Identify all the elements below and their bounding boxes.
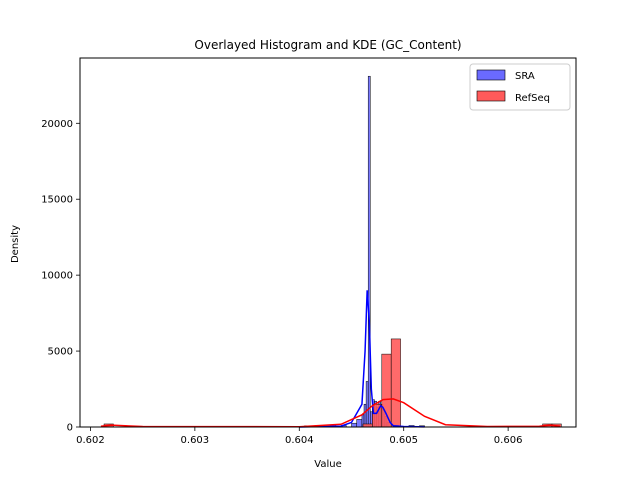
y-tick-label: 15000 [41, 195, 73, 206]
y-tick-label: 0 [67, 423, 73, 434]
sra-bar [365, 381, 369, 428]
sra-bar [363, 403, 367, 428]
sra-kde-line [299, 290, 425, 428]
refseq-bars [103, 338, 562, 428]
legend-swatch-sra [476, 69, 506, 81]
x-tick-label: 0.602 [76, 435, 105, 446]
x-tick-label: 0.606 [494, 435, 523, 446]
legend: SRA RefSeq [469, 63, 571, 111]
x-tick-label: 0.604 [285, 435, 314, 446]
x-axis-label: Value [314, 459, 341, 470]
x-axis: 0.602 0.603 0.604 0.605 0.606 [76, 427, 522, 446]
sra-bar [356, 419, 363, 428]
plot-area [100, 75, 562, 428]
sra-bars [304, 75, 425, 428]
refseq-bar [390, 338, 401, 428]
axes-frame [79, 57, 577, 428]
legend-label-refseq: RefSeq [515, 93, 550, 104]
y-tick-label: 10000 [41, 271, 73, 282]
legend-swatch-refseq [476, 90, 506, 102]
y-tick-label: 20000 [41, 119, 73, 130]
sra-bar [367, 75, 371, 428]
chart-title: Overlayed Histogram and KDE (GC_Content) [194, 38, 461, 52]
x-tick-label: 0.605 [389, 435, 418, 446]
x-tick-label: 0.603 [181, 435, 210, 446]
legend-label-sra: SRA [515, 71, 535, 82]
sra-bar [351, 422, 357, 428]
y-axis: 0 5000 10000 15000 20000 [41, 119, 80, 434]
y-axis-label: Density [10, 225, 21, 263]
refseq-kde-line [100, 398, 561, 428]
y-tick-label: 5000 [48, 347, 73, 358]
